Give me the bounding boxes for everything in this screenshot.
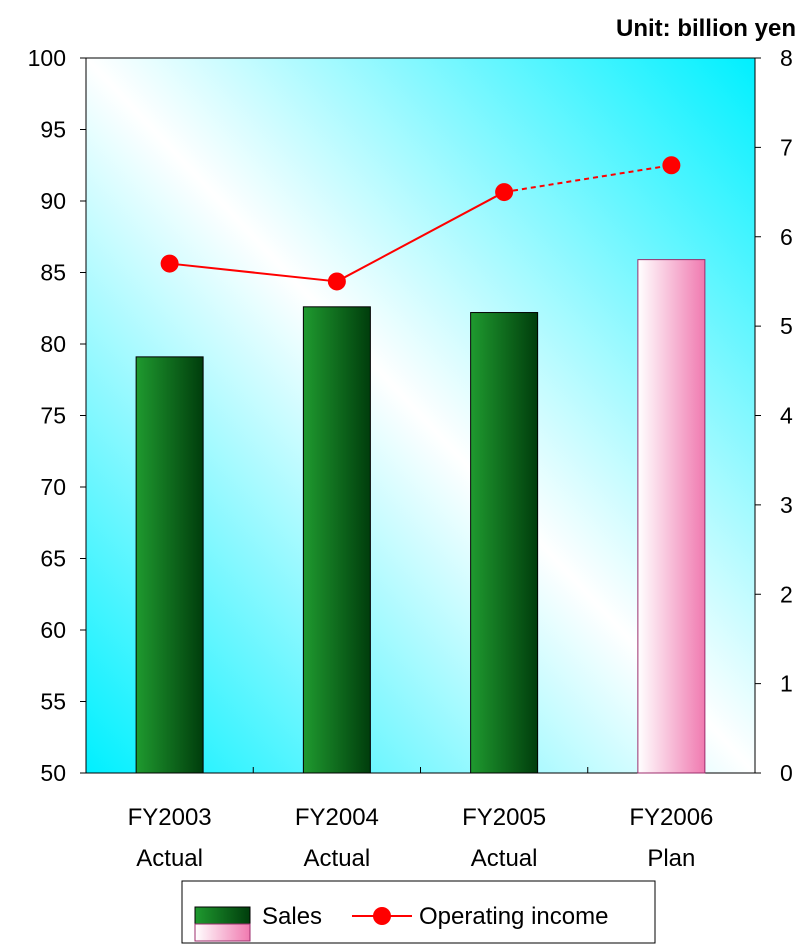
legend-marker-operating-income: [373, 907, 391, 925]
legend-label-operating-income: Operating income: [419, 903, 608, 930]
line-point: [662, 156, 681, 175]
category-sublabel: Actual: [471, 845, 538, 872]
x-axis: [252, 767, 589, 773]
category-label: FY2005: [462, 804, 546, 831]
left-tick-label: 85: [40, 260, 66, 286]
category-label: FY2004: [295, 804, 379, 831]
right-tick-label: 1: [780, 671, 793, 697]
sales-bar: [302, 306, 371, 774]
line-segment: [169, 262, 337, 283]
left-tick-label: 65: [40, 546, 66, 572]
category-sublabel: Actual: [304, 845, 371, 872]
right-tick-label: 6: [780, 224, 793, 250]
right-axis: 0 1 2 3 4 5 6 7 8: [755, 45, 793, 786]
left-tick-label: 90: [40, 188, 66, 214]
line-segment: [336, 191, 505, 283]
sales-bars: [135, 259, 706, 774]
legend-swatch-plan: [194, 923, 251, 942]
line-point: [327, 272, 346, 291]
left-tick-label: 55: [40, 689, 66, 715]
right-tick-label: 2: [780, 581, 793, 607]
right-tick-label: 0: [780, 760, 793, 786]
unit-label: Unit: billion yen: [616, 15, 796, 42]
left-tick-label: 50: [40, 760, 66, 786]
left-tick-label: 75: [40, 403, 66, 429]
legend-swatch-sales: [194, 906, 251, 925]
line-point: [160, 254, 179, 273]
line-segment: [503, 164, 672, 194]
sales-bar: [470, 312, 539, 774]
category-label: FY2003: [128, 804, 212, 831]
legend-box: [181, 880, 656, 944]
category-label: FY2006: [629, 804, 713, 831]
sales-bar-plan: [637, 259, 706, 774]
right-tick-label: 7: [780, 134, 793, 160]
operating-income-line: [160, 156, 681, 291]
left-tick-label: 95: [40, 117, 66, 143]
category-sublabel: Plan: [647, 845, 695, 872]
left-tick-label: 100: [28, 45, 66, 71]
category-sublabel: Actual: [136, 845, 203, 872]
right-tick-label: 5: [780, 313, 793, 339]
left-tick-label: 60: [40, 617, 66, 643]
left-tick-label: 80: [40, 331, 66, 357]
legend: Sales Operating income: [181, 880, 656, 944]
category-labels: FY2003 Actual FY2004 Actual FY2005 Actual FY20…: [128, 804, 714, 872]
legend-label-sales: Sales: [262, 903, 322, 930]
left-tick-label: 70: [40, 474, 66, 500]
sales-bar: [135, 356, 204, 774]
left-axis: 50 55 60 65 70 75 80 85 90 95 100: [28, 45, 86, 786]
line-point: [495, 183, 514, 202]
right-tick-label: 3: [780, 492, 793, 518]
right-tick-label: 8: [780, 45, 793, 71]
right-tick-label: 4: [780, 403, 793, 429]
